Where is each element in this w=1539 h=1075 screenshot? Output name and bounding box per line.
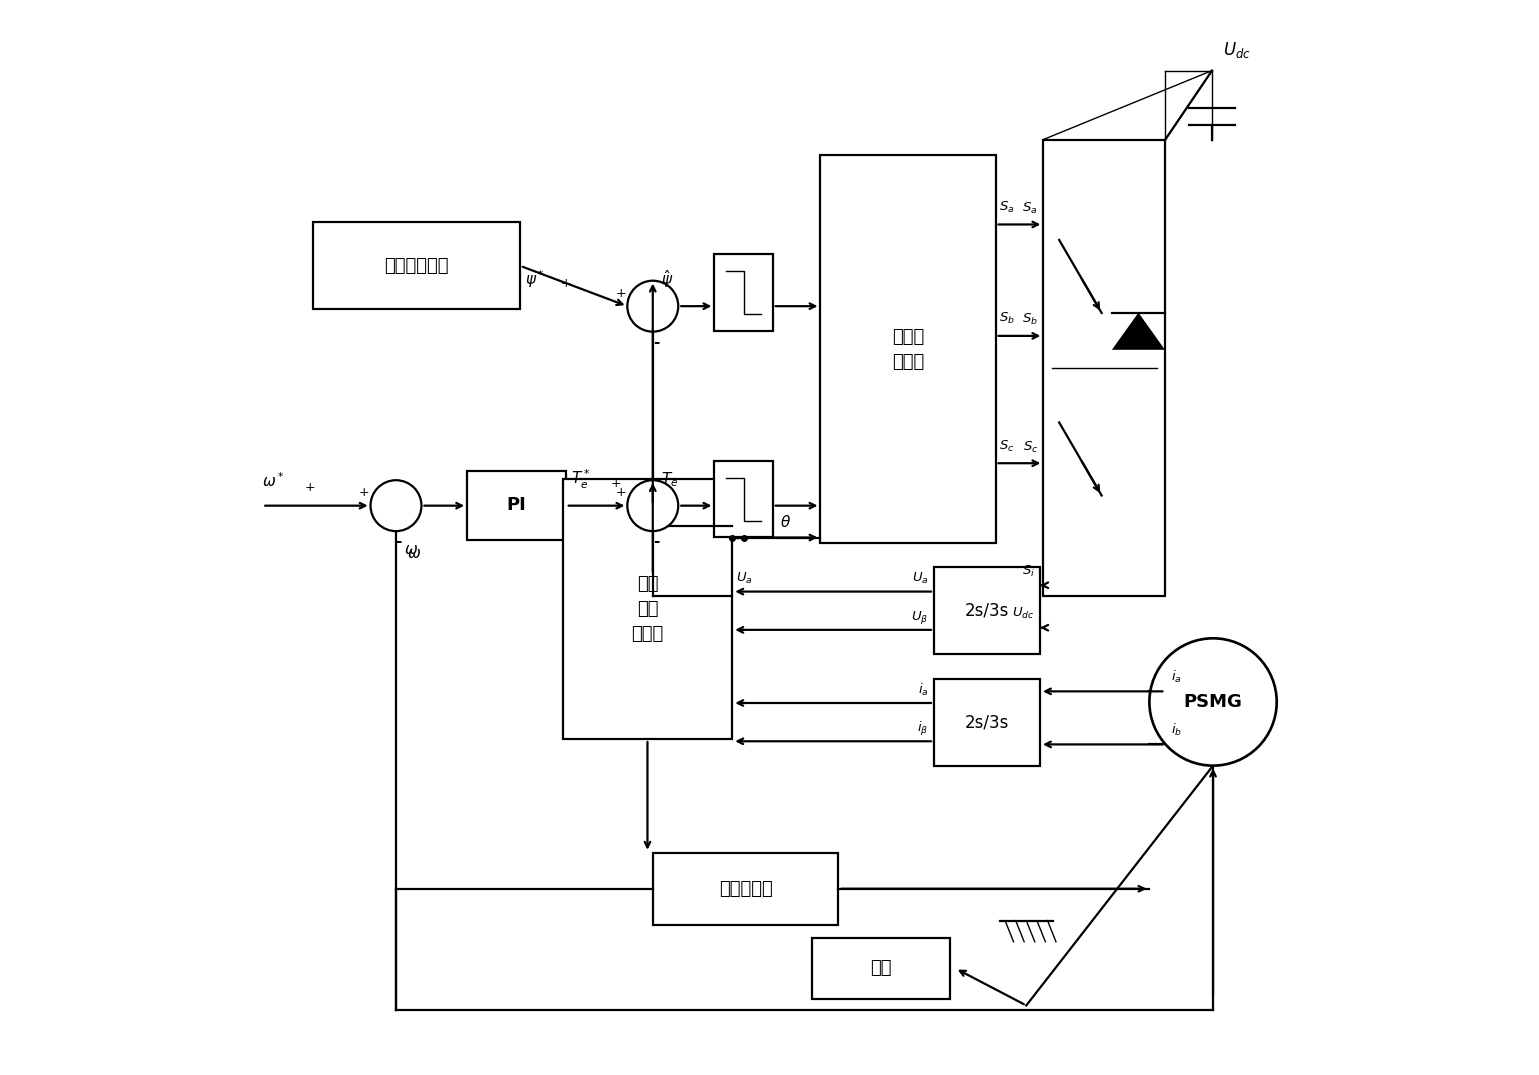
Bar [813, 937, 950, 999]
Text: $U_\beta$: $U_\beta$ [911, 610, 928, 627]
Text: $i_a$: $i_a$ [1171, 669, 1182, 685]
Text: 位置传感器: 位置传感器 [719, 879, 773, 898]
Text: $\omega$: $\omega$ [405, 543, 419, 558]
Text: 开关状
态选择: 开关状 态选择 [891, 328, 923, 371]
Text: 2s/3s: 2s/3s [965, 602, 1010, 619]
Text: -: - [396, 534, 402, 549]
Text: $i_\beta$: $i_\beta$ [917, 720, 928, 737]
Text: $S_a$: $S_a$ [1022, 201, 1037, 216]
Text: $i_a$: $i_a$ [917, 682, 928, 698]
Text: $S_b$: $S_b$ [999, 311, 1014, 326]
Text: $T_e^*$: $T_e^*$ [571, 468, 591, 491]
Text: $\omega$: $\omega$ [406, 546, 420, 561]
Text: 磁链
转矩
估计器: 磁链 转矩 估计器 [631, 575, 663, 643]
Text: $\theta$: $\theta$ [780, 514, 791, 530]
Text: -: - [653, 334, 659, 349]
Circle shape [628, 481, 679, 531]
Polygon shape [1111, 313, 1165, 349]
Text: $\omega^*$: $\omega^*$ [262, 471, 285, 489]
Bar [1043, 140, 1165, 596]
Text: $i_b$: $i_b$ [1171, 721, 1182, 737]
Bar [653, 852, 839, 924]
Text: $U_{dc}$: $U_{dc}$ [1222, 40, 1250, 60]
Bar [934, 568, 1040, 655]
Circle shape [628, 281, 679, 332]
Text: +: + [560, 277, 571, 290]
Bar [714, 461, 773, 538]
Text: $\hat{\psi}$: $\hat{\psi}$ [662, 268, 674, 290]
Text: PI: PI [506, 497, 526, 514]
Bar [314, 223, 520, 310]
Text: +: + [611, 476, 620, 489]
Text: $U_{dc}$: $U_{dc}$ [1013, 606, 1034, 621]
Text: $S_b$: $S_b$ [1022, 312, 1037, 327]
Bar [820, 156, 996, 543]
Bar [934, 678, 1040, 765]
Text: 2s/3s: 2s/3s [965, 713, 1010, 731]
Text: +: + [305, 481, 315, 493]
Text: 给定磁链计算: 给定磁链计算 [385, 257, 449, 275]
Circle shape [371, 481, 422, 531]
Text: PSMG: PSMG [1183, 693, 1242, 711]
Text: $S_c$: $S_c$ [1022, 440, 1037, 455]
Text: +: + [616, 287, 626, 300]
Text: $S_c$: $S_c$ [999, 439, 1014, 454]
Text: $S_i$: $S_i$ [1022, 563, 1034, 578]
Text: 负载: 负载 [870, 959, 891, 977]
Text: +: + [359, 486, 369, 500]
Text: -: - [653, 534, 659, 549]
Text: $U_a$: $U_a$ [736, 571, 753, 586]
Text: $\psi^*$: $\psi^*$ [525, 269, 545, 290]
Text: +: + [616, 486, 626, 500]
Bar [563, 479, 733, 740]
Circle shape [1150, 639, 1277, 765]
Text: $S_a$: $S_a$ [999, 200, 1014, 215]
Text: $T_e$: $T_e$ [662, 471, 679, 489]
Bar [714, 254, 773, 331]
Text: $U_a$: $U_a$ [913, 571, 928, 586]
Bar [466, 471, 566, 540]
